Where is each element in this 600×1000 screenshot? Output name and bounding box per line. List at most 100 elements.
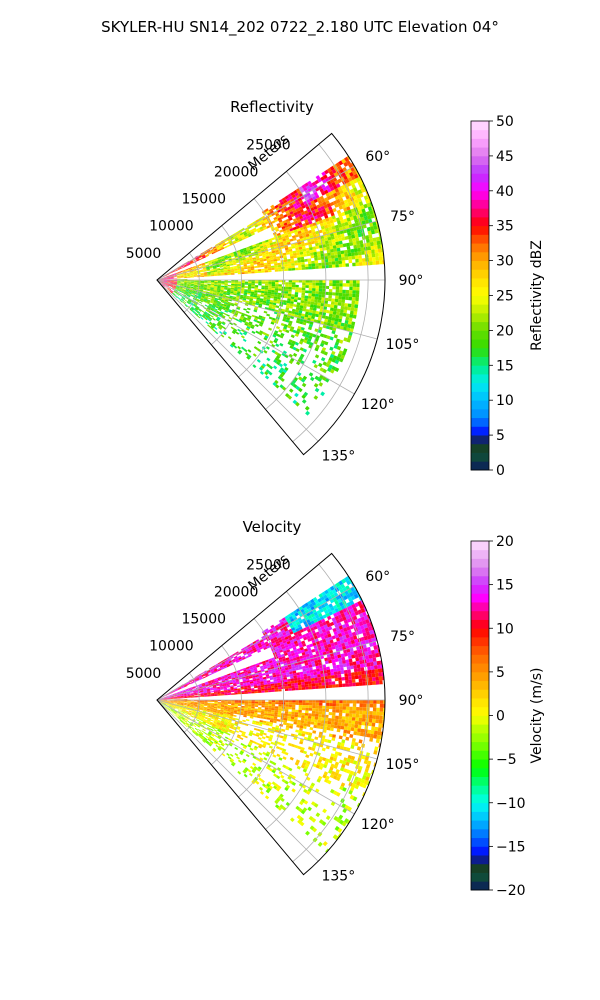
velocity-cell — [350, 639, 356, 645]
colorbar-tick-label: 35 — [496, 219, 514, 235]
reflectivity-cell — [211, 313, 215, 316]
reflectivity-cell — [208, 294, 213, 297]
velocity-cell — [366, 662, 371, 667]
velocity-cell — [176, 694, 180, 696]
reflectivity-cell — [160, 280, 164, 282]
velocity-cell — [375, 652, 380, 658]
velocity-cell — [301, 640, 306, 645]
reflectivity-cell — [344, 156, 349, 162]
velocity-cell — [322, 621, 327, 626]
reflectivity-cell — [271, 288, 275, 291]
reflectivity-cell — [194, 281, 198, 283]
reflectivity-cell — [200, 280, 205, 282]
velocity-cell — [207, 680, 212, 683]
reflectivity-cell — [320, 253, 325, 257]
reflectivity-cell — [187, 281, 191, 282]
reflectivity-cell — [312, 285, 316, 289]
reflectivity-cell — [214, 284, 218, 286]
reflectivity-cell — [211, 280, 215, 282]
reflectivity-cell — [346, 206, 351, 211]
reflectivity-cell — [224, 255, 228, 259]
velocity-cell — [210, 693, 215, 695]
reflectivity-cell — [252, 302, 256, 305]
velocity-cell — [290, 650, 295, 654]
velocity-cell — [200, 695, 205, 697]
reflectivity-cell — [330, 320, 335, 325]
reflectivity-cell — [295, 201, 301, 206]
reflectivity-cell — [195, 257, 200, 261]
reflectivity-cell — [353, 248, 358, 253]
reflectivity-cell — [222, 305, 227, 308]
reflectivity-cell — [180, 284, 184, 286]
reflectivity-cell — [163, 281, 167, 282]
reflectivity-cell — [294, 294, 299, 298]
reflectivity-cell — [240, 315, 245, 319]
reflectivity-cell — [323, 253, 328, 257]
reflectivity-cell — [261, 270, 265, 273]
reflectivity-cell — [170, 289, 174, 292]
velocity-cell — [343, 669, 348, 674]
velocity-cell — [347, 655, 352, 660]
reflectivity-cell — [213, 290, 217, 292]
reflectivity-cell — [227, 303, 231, 306]
reflectivity-cell — [336, 220, 342, 225]
reflectivity-cell — [352, 290, 356, 294]
reflectivity-cell — [166, 283, 170, 285]
velocity-cell — [258, 644, 263, 648]
reflectivity-cell — [184, 292, 188, 295]
reflectivity-cell — [301, 290, 306, 293]
reflectivity-cell — [203, 299, 208, 302]
reflectivity-cell — [309, 332, 314, 337]
velocity-cell — [227, 689, 231, 692]
reflectivity-cell — [222, 314, 226, 318]
reflectivity-cell — [283, 199, 288, 204]
velocity-cell — [299, 655, 304, 659]
reflectivity-cell — [217, 316, 221, 320]
reflectivity-cell — [295, 289, 299, 293]
velocity-cell — [193, 690, 197, 692]
reflectivity-cell — [325, 217, 330, 222]
velocity-cell — [298, 687, 302, 691]
velocity-cell — [173, 697, 178, 698]
reflectivity-cell — [172, 293, 175, 296]
reflectivity-cell — [343, 323, 348, 328]
reflectivity-cell — [272, 334, 277, 338]
velocity-cell — [181, 686, 185, 689]
reflectivity-cell — [337, 302, 342, 306]
velocity-cell — [346, 700, 350, 704]
velocity-cell — [206, 688, 211, 691]
reflectivity-cell — [213, 287, 218, 289]
velocity-cell — [244, 672, 248, 675]
reflectivity-cell — [282, 328, 287, 332]
reflectivity-cell — [274, 286, 279, 289]
velocity-cell — [219, 684, 224, 687]
velocity-cell — [203, 690, 207, 692]
reflectivity-cell — [304, 182, 309, 187]
reflectivity-cell — [312, 333, 317, 338]
velocity-cell — [251, 701, 255, 704]
reflectivity-cell — [294, 244, 299, 249]
reflectivity-cell — [180, 298, 184, 302]
velocity-cell — [307, 600, 312, 606]
colorbar-tick-label: 0 — [496, 463, 505, 479]
reflectivity-cell — [215, 306, 219, 309]
reflectivity-cell — [206, 288, 211, 291]
reflectivity-cell — [345, 214, 350, 219]
velocity-cell — [201, 682, 205, 685]
velocity-cell — [200, 692, 204, 694]
reflectivity-cell — [353, 311, 358, 316]
velocity-cell — [345, 634, 350, 639]
velocity-cell — [293, 631, 298, 636]
reflectivity-cell — [256, 227, 261, 232]
reflectivity-cell — [166, 277, 171, 278]
reflectivity-cell — [311, 260, 315, 264]
reflectivity-cell — [366, 226, 371, 232]
reflectivity-cell — [268, 287, 272, 290]
velocity-cell — [249, 667, 254, 670]
reflectivity-cell — [170, 282, 174, 283]
reflectivity-cell — [225, 307, 229, 311]
reflectivity-cell — [288, 291, 292, 295]
reflectivity-cell — [307, 258, 312, 262]
reflectivity-cell — [328, 356, 333, 362]
reflectivity-cell — [323, 303, 328, 307]
